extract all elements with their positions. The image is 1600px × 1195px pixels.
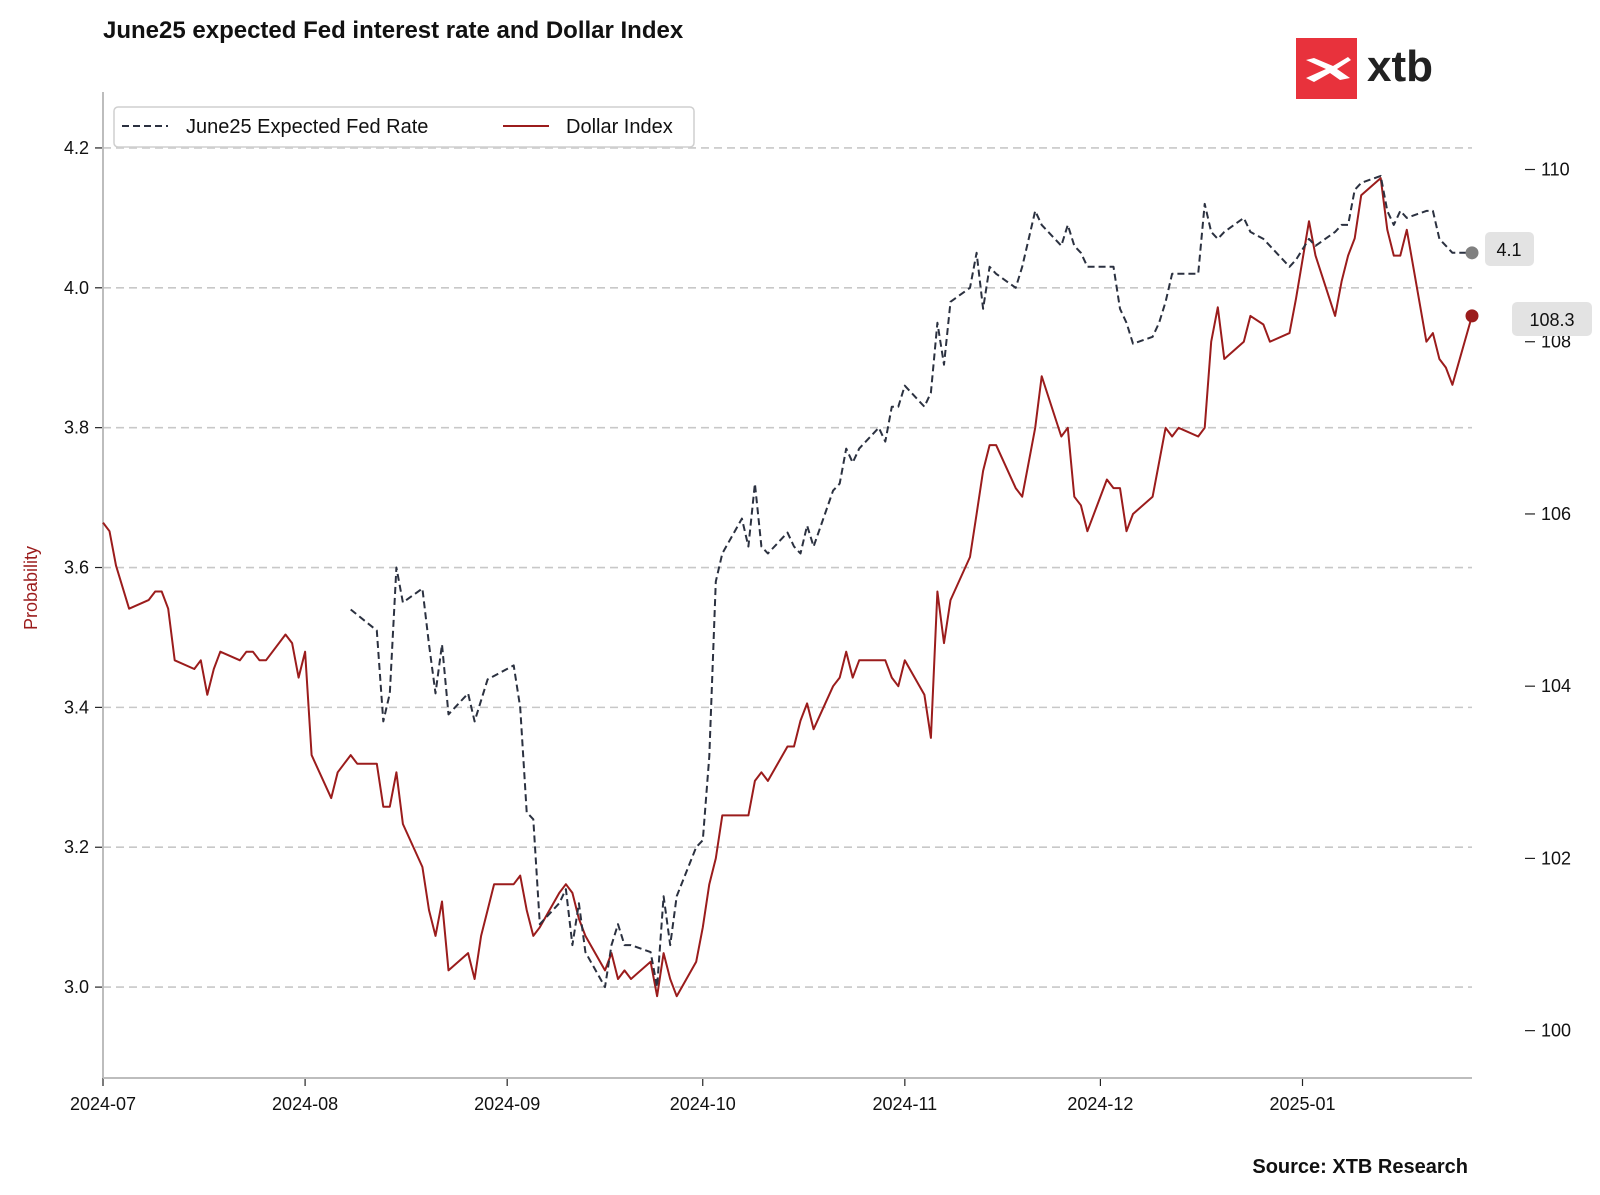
dollar-index-line (102, 177, 1473, 998)
fed-badge-bg (1485, 232, 1534, 266)
y-right-tick-label: 100 (1541, 1021, 1571, 1041)
legend: June25 Expected Fed Rate Dollar Index (113, 106, 695, 148)
x-tick-label: 2024-10 (670, 1094, 736, 1114)
y-left-tick-label: 3.2 (64, 837, 89, 857)
x-tick-label: 2024-09 (474, 1094, 540, 1114)
y-left-tick-label: 3.8 (64, 418, 89, 438)
source-note: Source: XTB Research (1252, 1156, 1468, 1178)
legend-box (113, 106, 695, 148)
x-tick-label: 2024-11 (872, 1094, 937, 1114)
xtb-logo: xtb (1296, 38, 1433, 99)
dxy-badge-value: 108.3 (1529, 310, 1574, 330)
y-axis-label: Probability (21, 546, 41, 630)
chart-title: June25 expected Fed interest rate and Do… (103, 17, 684, 44)
y-left-tick-label: 3.6 (64, 558, 89, 578)
dxy-last-point (1465, 309, 1479, 323)
x-tick-label: 2025-01 (1269, 1094, 1335, 1114)
y-right-tick-label: 106 (1541, 504, 1571, 524)
x-tick-label: 2024-07 (70, 1094, 136, 1114)
x-tick-label: 2024-12 (1067, 1094, 1133, 1114)
y-right-tick-label: 110 (1541, 160, 1570, 180)
y-left-tick-label: 3.4 (64, 697, 89, 717)
axes: 3.0 3.2 3.4 3.6 3.8 4.0 4.2 100 102 104 106 108 110 2… (64, 92, 1571, 1114)
y-left-tick-label: 3.0 (64, 977, 89, 997)
legend-dxy-label: Dollar Index (566, 116, 673, 138)
xtb-logo-text: xtb (1367, 42, 1433, 91)
y-right-tick-label: 108 (1541, 332, 1571, 352)
y-left-tick-label: 4.2 (64, 138, 89, 158)
dxy-last-value-badge: 108.3 (1512, 302, 1592, 336)
dxy-badge-bg (1512, 302, 1592, 336)
x-tick-label: 2024-08 (272, 1094, 338, 1114)
fed-badge-value: 4.1 (1496, 240, 1521, 260)
series (102, 174, 1479, 998)
fed-rate-line (350, 174, 1472, 989)
gridlines (103, 147, 1472, 988)
fed-last-point (1465, 246, 1479, 260)
y-right-tick-label: 104 (1541, 676, 1571, 696)
y-right-tick-label: 102 (1541, 848, 1571, 868)
y-left-tick-label: 4.0 (64, 278, 89, 298)
xtb-logo-glyph (1306, 57, 1351, 82)
legend-fed-label: June25 Expected Fed Rate (186, 116, 428, 138)
fed-last-value-badge: 4.1 (1485, 232, 1534, 266)
